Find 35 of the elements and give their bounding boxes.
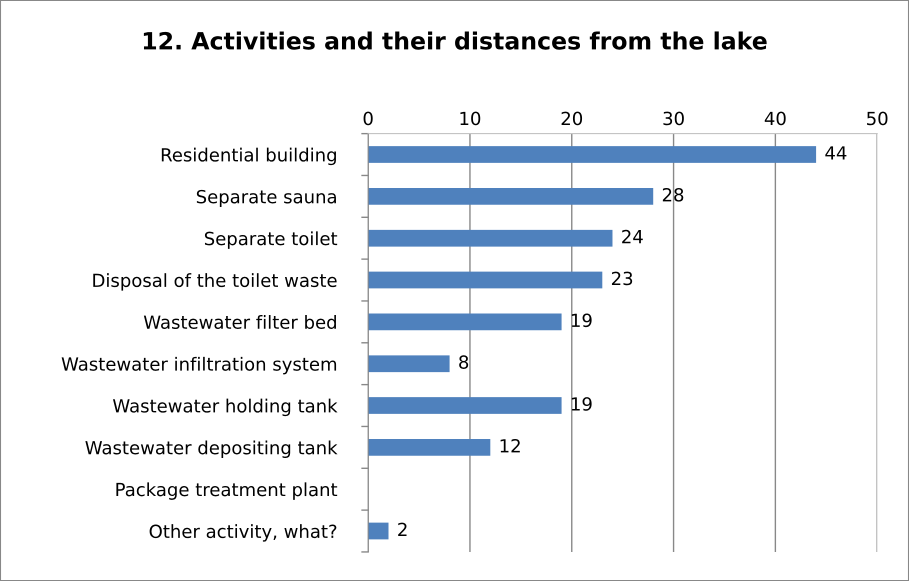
data-label: 8 bbox=[459, 355, 468, 369]
data-label: 2 bbox=[398, 522, 407, 536]
bar bbox=[368, 397, 562, 414]
data-label: 19 bbox=[572, 397, 592, 411]
data-label: 24 bbox=[622, 230, 643, 244]
x-tick-label: 20 bbox=[562, 112, 582, 126]
bar bbox=[368, 188, 654, 205]
y-tick-label: Wastewater filter bed bbox=[144, 315, 336, 329]
x-tick-label: 0 bbox=[364, 112, 373, 126]
y-tick-label: Other activity, what? bbox=[150, 524, 336, 542]
bar bbox=[368, 146, 816, 163]
y-tick-label: Separate toilet bbox=[204, 231, 338, 249]
y-tick-label: Disposal of the toilet waste bbox=[93, 273, 337, 291]
data-label: 44 bbox=[825, 146, 846, 160]
y-tick-label: Wastewater holding tank bbox=[112, 398, 338, 416]
bar bbox=[368, 314, 562, 330]
bar bbox=[368, 355, 450, 372]
x-tick-label: 10 bbox=[460, 112, 480, 126]
chart-title: 12. Activities and their distances from the lake bbox=[144, 31, 767, 50]
y-tick-label: Separate sauna bbox=[196, 190, 336, 207]
x-tick-label: 30 bbox=[663, 112, 684, 126]
y-tick-label: Wastewater depositing tank bbox=[85, 440, 338, 458]
data-label: 28 bbox=[662, 188, 684, 202]
x-tick-label: 40 bbox=[764, 112, 786, 126]
y-tick-label: Residential building bbox=[162, 148, 336, 166]
bar bbox=[368, 230, 612, 247]
bar bbox=[368, 522, 389, 540]
y-tick-label: Wastewater infiltration system bbox=[62, 356, 336, 374]
data-label: 19 bbox=[572, 313, 592, 328]
data-label: 23 bbox=[612, 272, 632, 286]
bar bbox=[368, 439, 490, 456]
data-label: 12 bbox=[500, 438, 520, 452]
bar bbox=[368, 272, 602, 288]
x-tick-label: 50 bbox=[867, 112, 888, 126]
y-tick-label: Package treatment plant bbox=[116, 482, 338, 500]
